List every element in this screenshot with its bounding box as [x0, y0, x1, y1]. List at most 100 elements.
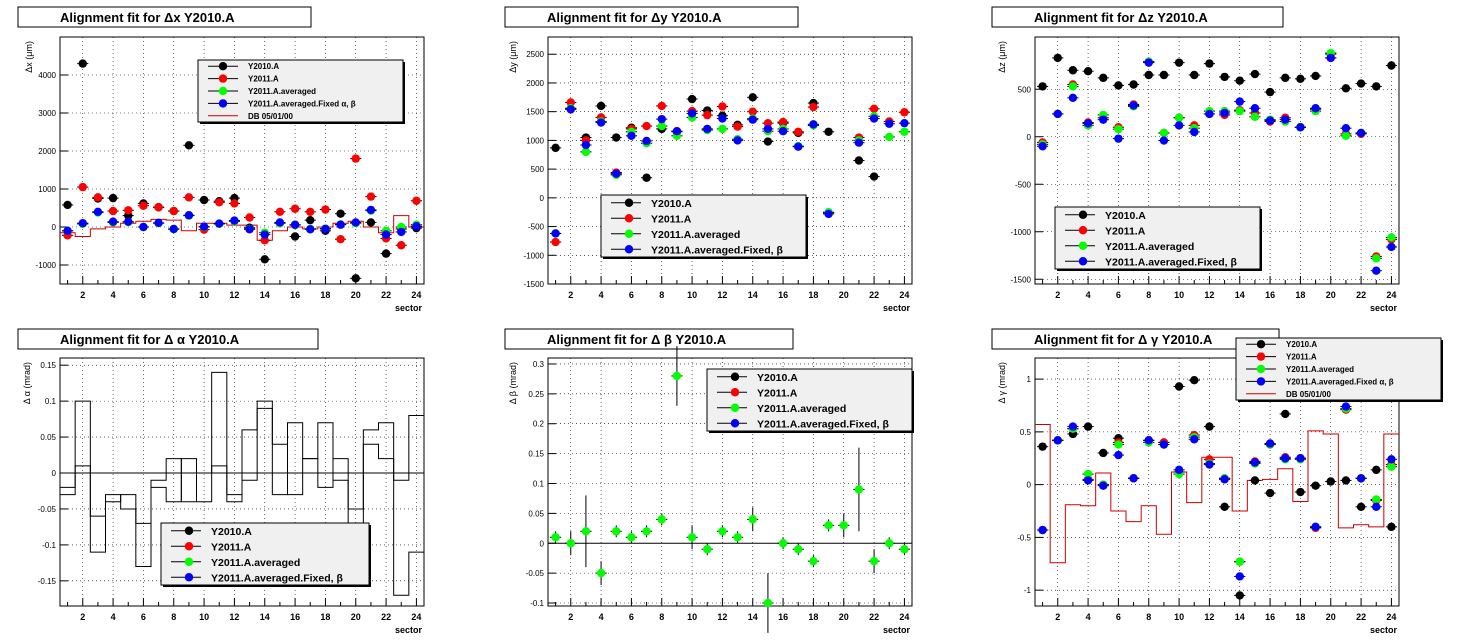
data-point [1129, 474, 1138, 483]
x-tick-label: 8 [1146, 290, 1151, 300]
x-axis-label: sector [1370, 625, 1398, 635]
data-point [748, 515, 757, 524]
legend-box [600, 194, 807, 258]
data-point [1311, 522, 1320, 532]
x-tick-label: 12 [1204, 612, 1214, 622]
x-tick-label: 12 [717, 290, 727, 300]
legend-marker [624, 229, 634, 238]
data-point [139, 201, 148, 210]
x-tick-label: 18 [320, 290, 330, 300]
data-point [778, 539, 788, 548]
data-point [1311, 71, 1320, 81]
legend-label: Y2011.A [757, 387, 798, 399]
legend-label: Y2010.A [757, 372, 798, 384]
data-point [885, 132, 894, 142]
legend-box [706, 368, 913, 432]
data-point [1053, 53, 1062, 63]
chart-dbeta: Alignment fit for Δ β Y2010.A2 4 6 8 10 12 14 1… [504, 328, 914, 635]
legend-label: Y2010.A [651, 198, 692, 210]
data-point [1235, 591, 1244, 600]
data-point [1053, 109, 1062, 119]
x-tick-label: 24 [899, 290, 909, 300]
data-point [78, 59, 87, 68]
y-tick-label: -1000 [524, 251, 545, 260]
data-point [778, 127, 788, 136]
data-point [397, 241, 406, 250]
x-tick-label: 20 [351, 612, 361, 622]
legend-marker [1256, 377, 1266, 386]
legend-box [160, 522, 370, 586]
data-point [1265, 439, 1275, 448]
chart-title-box [991, 6, 1284, 28]
legend-label: Y2011.A [248, 75, 279, 84]
x-tick-label: 20 [351, 290, 361, 300]
legend: Y2010.A Y2011.A Y2011.A.averaged Y2011.A.av… [160, 522, 371, 587]
chart-title-box [17, 6, 312, 28]
data-point [1038, 82, 1047, 91]
data-point [596, 118, 606, 127]
data-point [169, 206, 178, 216]
data-point [551, 533, 560, 542]
legend-marker [1256, 340, 1266, 349]
data-point [93, 207, 103, 216]
y-tick-label: 1 [1027, 375, 1032, 384]
data-point [1114, 440, 1123, 449]
y-tick-label: 0 [540, 194, 545, 203]
data-point [321, 224, 330, 234]
legend-marker [730, 403, 740, 412]
legend-label: Y2010.A [211, 526, 252, 538]
data-point [1099, 73, 1108, 83]
data-point [794, 142, 803, 151]
data-point [900, 127, 909, 136]
data-point [885, 539, 894, 548]
legend-marker [1078, 241, 1088, 250]
data-point [794, 545, 803, 554]
legend: Y2010.A Y2011.A Y2011.A.averaged Y2011.A.av… [1235, 337, 1443, 402]
x-tick-label: 18 [1295, 612, 1305, 622]
y-axis-label: Δ β (mrad) [508, 362, 518, 404]
data-point [778, 117, 788, 127]
data-point [1372, 82, 1381, 91]
data-point [351, 154, 360, 163]
data-point [1205, 109, 1214, 119]
x-tick-label: 24 [411, 290, 421, 300]
data-point [1235, 97, 1244, 106]
data-point [1190, 375, 1199, 385]
y-tick-label: 0.15 [40, 361, 56, 370]
data-point [321, 205, 330, 214]
data-point [1068, 422, 1078, 431]
data-point [854, 138, 864, 147]
y-tick-label: 0.05 [40, 433, 56, 442]
data-point [1265, 116, 1275, 125]
x-tick-label: 16 [778, 612, 788, 622]
data-point [1068, 82, 1078, 91]
data-point [566, 105, 575, 114]
data-point [1387, 522, 1396, 532]
data-point [275, 207, 285, 216]
data-point [154, 203, 163, 212]
data-point [260, 230, 269, 239]
x-axis-label: sector [883, 625, 911, 635]
data-point [215, 219, 224, 228]
data-point [551, 143, 560, 153]
data-point [596, 101, 606, 111]
data-point [1250, 476, 1260, 485]
data-point [1387, 242, 1396, 252]
data-point [1235, 572, 1244, 581]
data-point [169, 224, 178, 234]
x-tick-label: 8 [659, 290, 664, 300]
chart-title: Alignment fit for Δy Y2010.A [547, 10, 722, 25]
data-point [718, 114, 727, 123]
x-tick-label: 24 [411, 612, 421, 622]
data-point [1235, 557, 1244, 566]
x-tick-label: 6 [629, 290, 634, 300]
data-point [1341, 131, 1351, 140]
data-point [366, 192, 376, 201]
x-tick-label: 20 [1326, 290, 1336, 300]
data-point [763, 124, 773, 134]
data-point [245, 225, 254, 234]
x-tick-label: 16 [1265, 612, 1275, 622]
data-point [627, 533, 636, 542]
legend-box [1054, 206, 1261, 270]
x-tick-label: 24 [1386, 290, 1396, 300]
